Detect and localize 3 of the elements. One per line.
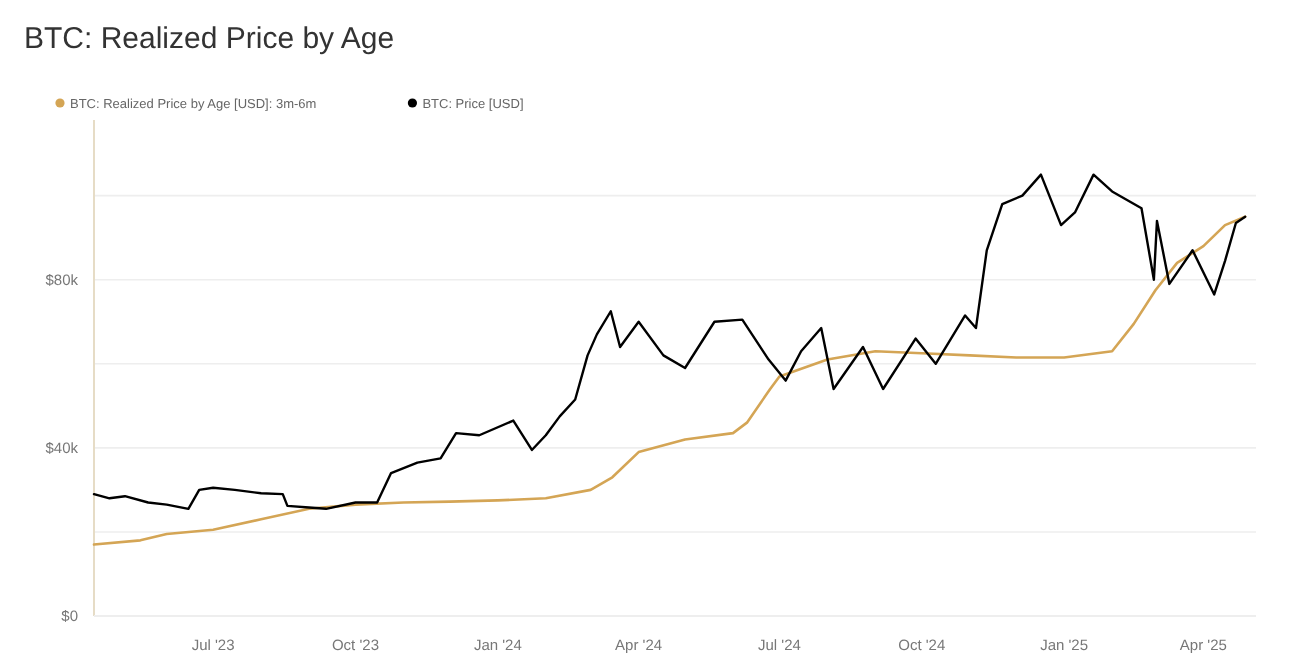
chart-title: BTC: Realized Price by Age bbox=[24, 22, 395, 56]
line-series bbox=[92, 173, 1247, 511]
line-series bbox=[92, 215, 1247, 546]
